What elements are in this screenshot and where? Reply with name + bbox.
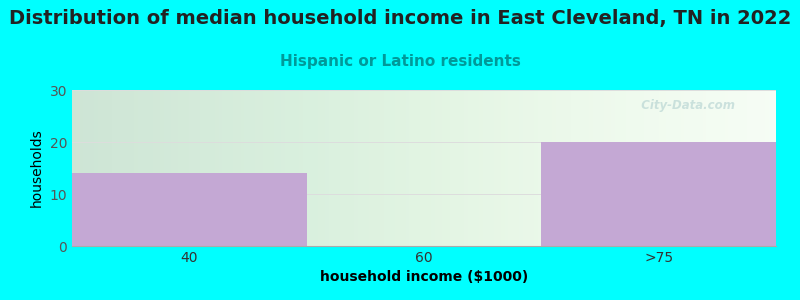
Text: Distribution of median household income in East Cleveland, TN in 2022: Distribution of median household income … (9, 9, 791, 28)
Bar (542, 142, 776, 246)
Text: City-Data.com: City-Data.com (634, 99, 735, 112)
X-axis label: household income ($1000): household income ($1000) (320, 270, 528, 284)
Y-axis label: households: households (30, 129, 44, 207)
Bar (72, 173, 306, 246)
Text: Hispanic or Latino residents: Hispanic or Latino residents (279, 54, 521, 69)
